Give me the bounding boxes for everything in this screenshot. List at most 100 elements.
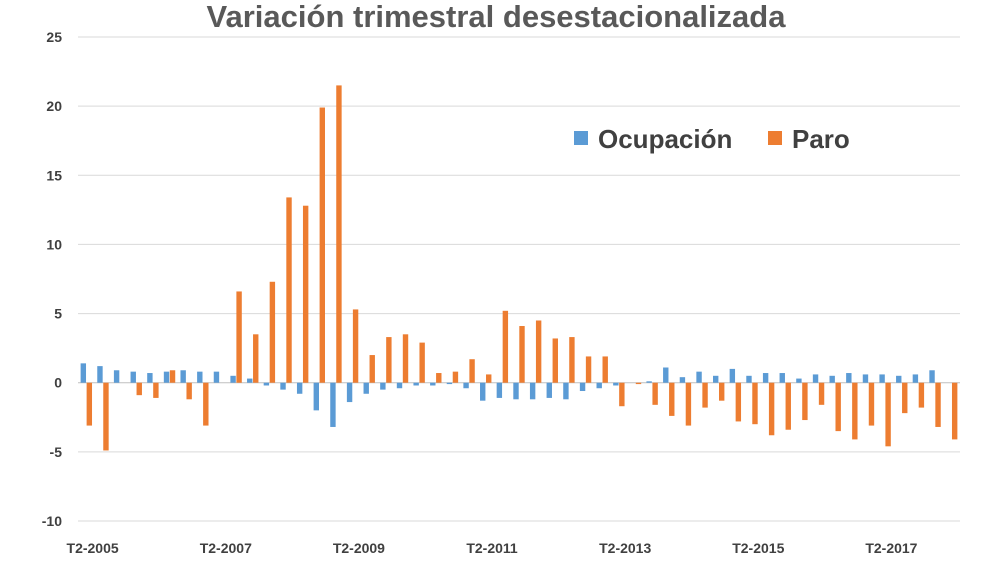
bar-ocupacion [446, 382, 453, 385]
bar-paro [186, 382, 192, 400]
bar-ocupacion [80, 363, 87, 383]
bar-ocupacion [180, 370, 186, 383]
bar-paro [885, 382, 891, 447]
x-tick-label: T2-2009 [333, 540, 385, 556]
bar-paro [652, 382, 658, 405]
bar-ocupacion [613, 382, 619, 386]
bar-paro [469, 359, 475, 383]
bar-ocupacion [713, 375, 719, 383]
bar-paro [269, 281, 276, 383]
bar-paro [486, 374, 492, 383]
bar-ocupacion [912, 374, 919, 383]
bar-ocupacion [363, 382, 369, 394]
bar-ocupacion [197, 371, 203, 383]
bar-ocupacion [746, 375, 752, 383]
bar-ocupacion [762, 373, 769, 383]
bar-paro [852, 382, 858, 440]
bar-ocupacion [130, 371, 136, 383]
bar-paro [502, 310, 509, 383]
bar-paro [86, 382, 93, 426]
bar-ocupacion [430, 382, 436, 386]
legend-swatch-ocupacion [574, 131, 588, 145]
bar-paro [153, 382, 159, 398]
bar-ocupacion [396, 382, 403, 389]
x-tick-label: T2-2005 [67, 540, 119, 556]
bar-ocupacion [213, 371, 220, 383]
bar-paro [203, 382, 209, 426]
legend-label-paro: Paro [792, 124, 850, 154]
bar-paro [602, 356, 608, 383]
y-tick-label: -10 [42, 513, 62, 529]
bar-paro [302, 205, 309, 383]
x-tick-label: T2-2015 [732, 540, 784, 556]
bar-ocupacion [646, 381, 652, 383]
bar-paro [419, 342, 425, 383]
bar-paro [835, 382, 841, 432]
bar-paro [352, 309, 359, 383]
bar-paro [319, 107, 325, 383]
y-tick-label: 0 [54, 375, 62, 391]
x-tick-label: T2-2017 [865, 540, 917, 556]
legend-label-ocupacion: Ocupación [598, 124, 732, 154]
bar-ocupacion [413, 382, 419, 386]
bar-ocupacion [879, 374, 885, 383]
bar-ocupacion [846, 373, 852, 383]
y-axis-tick-labels: 25 20 15 10 5 0 -5 -10 [42, 29, 62, 529]
bar-paro [253, 334, 259, 383]
bar-ocupacion [679, 377, 686, 383]
legend: Ocupación Paro [574, 124, 850, 154]
bar-ocupacion [280, 382, 286, 390]
bar-paro [519, 326, 525, 383]
bar-paro [169, 370, 176, 383]
x-tick-label: T2-2007 [200, 540, 252, 556]
y-tick-label: 15 [46, 167, 62, 183]
bar-paro [136, 382, 142, 396]
bar-ocupacion [247, 378, 253, 383]
bar-paro [552, 338, 558, 383]
bar-ocupacion [779, 373, 785, 383]
bar-paro [719, 382, 725, 401]
bar-ocupacion [330, 382, 336, 427]
bar-paro [685, 382, 692, 426]
bar-ocupacion [480, 382, 486, 401]
x-tick-label: T2-2013 [599, 540, 651, 556]
y-tick-label: 5 [54, 306, 62, 322]
x-axis-tick-labels: T2-2005 T2-2007 T2-2009 T2-2011 T2-2013 T2-20… [67, 540, 918, 556]
bar-ocupacion [346, 382, 353, 403]
chart-title: Variación trimestral desestacionalizada [206, 0, 786, 34]
bar-ocupacion [729, 368, 736, 383]
bar-paro [236, 291, 242, 383]
legend-swatch-paro [768, 131, 782, 145]
bar-paro [802, 382, 808, 421]
bar-ocupacion [812, 374, 819, 383]
bar-paro [436, 373, 442, 383]
bar-paro [103, 382, 109, 451]
bar-paro [669, 382, 675, 416]
bar-paro [951, 382, 958, 440]
bar-ocupacion [929, 370, 935, 383]
bar-paro [768, 382, 775, 436]
y-tick-label: 20 [46, 98, 62, 114]
bar-ocupacion [380, 382, 386, 390]
bar-ocupacion [596, 382, 602, 389]
x-tick-label: T2-2011 [466, 540, 518, 556]
bar-paro [569, 337, 575, 383]
bar-ocupacion [563, 382, 569, 400]
bar-ocupacion [796, 378, 802, 383]
bar-ocupacion [263, 382, 270, 386]
bar-paro [818, 382, 825, 405]
y-tick-label: -5 [50, 444, 63, 460]
bar-paro [369, 355, 375, 383]
y-tick-label: 10 [46, 236, 62, 252]
bar-ocupacion [113, 370, 120, 383]
bar-paro [402, 334, 409, 383]
bar-paro [535, 320, 542, 383]
y-tick-label: 25 [46, 29, 62, 45]
bar-ocupacion [862, 374, 869, 383]
bar-paro [902, 382, 908, 414]
bar-ocupacion [463, 382, 469, 389]
bar-ocupacion [230, 375, 236, 383]
bar-ocupacion [829, 375, 835, 383]
bar-ocupacion [529, 382, 536, 400]
bar-ocupacion [147, 373, 153, 383]
